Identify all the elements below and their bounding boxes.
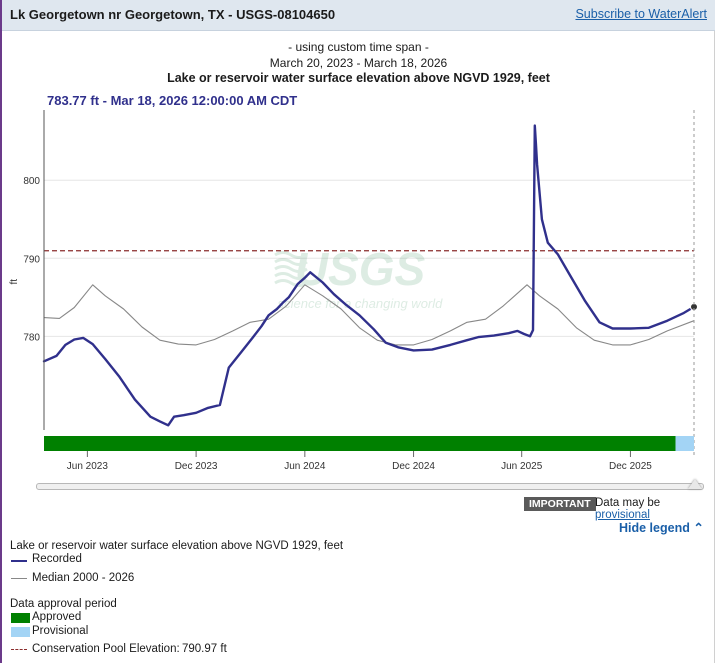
provisional-notice-text: Data may be bbox=[595, 497, 661, 509]
recorded-swatch bbox=[11, 560, 27, 562]
legend-approval-title: Data approval period bbox=[10, 598, 117, 610]
median-swatch bbox=[11, 578, 27, 579]
conservation-swatch bbox=[11, 649, 27, 650]
usgs-watermark-logo: USGS bbox=[295, 243, 426, 295]
y-axis-label: ft bbox=[9, 279, 20, 285]
usgs-watermark-tagline: science for a changing world bbox=[278, 296, 444, 311]
page-header: Lk Georgetown nr Georgetown, TX - USGS-0… bbox=[2, 0, 715, 31]
x-tick-label: Dec 2024 bbox=[392, 461, 435, 472]
y-tick-label: 800 bbox=[23, 176, 40, 187]
legend-recorded: Recorded bbox=[32, 553, 82, 565]
x-tick-label: Dec 2023 bbox=[175, 461, 218, 472]
legend-approved: Approved bbox=[32, 611, 82, 623]
chart-title: Lake or reservoir water surface elevatio… bbox=[167, 71, 550, 85]
date-span: March 20, 2023 - March 18, 2026 bbox=[269, 56, 448, 70]
hover-tooltip: 783.77 ft - Mar 18, 2026 12:00:00 AM CDT bbox=[47, 93, 298, 108]
median-series-layer bbox=[43, 284, 695, 346]
hydrograph-chart[interactable]: USGS science for a changing world 780 790… bbox=[0, 105, 717, 475]
usgs-watermark-wave bbox=[274, 279, 308, 287]
usgs-watermark-wave bbox=[274, 258, 308, 266]
usgs-watermark: USGS science for a changing world bbox=[274, 243, 444, 311]
approval-segment-provisional bbox=[675, 436, 694, 451]
x-tick-label: Jun 2024 bbox=[284, 461, 326, 472]
axis-layer: 780 790 800 ft Jun 2023 Dec 2023 Jun 2024 Dec 2… bbox=[9, 110, 695, 472]
legend-median: Median 2000 - 2026 bbox=[32, 572, 135, 584]
hide-legend-label: Hide legend bbox=[619, 521, 690, 535]
usgs-watermark-wave bbox=[274, 272, 308, 280]
approval-bar-layer bbox=[44, 436, 694, 451]
legend-series-title: Lake or reservoir water surface elevatio… bbox=[10, 540, 344, 552]
legend-conservation-label: Conservation Pool Elevation: bbox=[32, 643, 180, 655]
provisional-swatch bbox=[11, 627, 30, 637]
recorded-line bbox=[42, 124, 696, 427]
time-slider-track[interactable] bbox=[36, 483, 704, 490]
important-badge: IMPORTANT bbox=[524, 497, 596, 511]
median-line bbox=[43, 284, 695, 346]
subscribe-link[interactable]: Subscribe to WaterAlert bbox=[575, 7, 707, 21]
grid-layer bbox=[44, 179, 694, 337]
legend-conservation-value: 790.97 ft bbox=[182, 643, 227, 655]
y-tick-label: 790 bbox=[23, 254, 40, 265]
x-tick-label: Jun 2023 bbox=[67, 461, 109, 472]
provisional-notice: Data may be provisional bbox=[595, 497, 717, 521]
chevron-up-icon: ⌃ bbox=[693, 521, 704, 535]
x-tick-label: Jun 2025 bbox=[501, 461, 543, 472]
usgs-watermark-wave bbox=[274, 251, 308, 259]
site-title: Lk Georgetown nr Georgetown, TX - USGS-0… bbox=[10, 7, 336, 22]
legend-provisional: Provisional bbox=[32, 625, 89, 637]
time-span-note: - using custom time span - bbox=[288, 40, 429, 54]
x-tick-label: Dec 2025 bbox=[609, 461, 652, 472]
y-tick-label: 780 bbox=[23, 332, 40, 343]
hide-legend-button[interactable]: Hide legend ⌃ bbox=[619, 520, 704, 535]
time-slider-handle[interactable] bbox=[688, 479, 702, 489]
usgs-watermark-wave bbox=[274, 265, 308, 273]
approval-segment-approved bbox=[44, 436, 676, 451]
provisional-link[interactable]: provisional bbox=[595, 509, 650, 521]
approved-swatch bbox=[11, 613, 30, 623]
